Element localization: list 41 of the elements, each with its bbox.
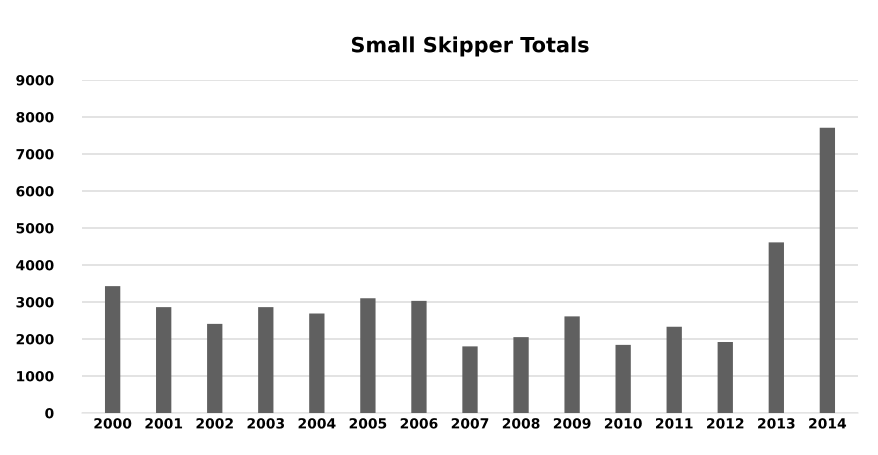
- y-tick-label: 5000: [16, 222, 54, 234]
- x-tick-label: 2005: [350, 418, 386, 429]
- bar: [462, 346, 478, 413]
- bar: [820, 128, 836, 413]
- x-tick-label: 2008: [502, 418, 540, 429]
- y-tick-label: 3000: [16, 296, 54, 308]
- bar: [411, 300, 427, 413]
- y-tick-label: 9000: [16, 74, 54, 86]
- bar: [258, 307, 274, 413]
- x-tick-label: 2004: [298, 418, 336, 429]
- x-tick-label: 2003: [248, 418, 284, 429]
- bar: [513, 337, 529, 413]
- y-tick-label: 0: [45, 408, 54, 418]
- x-tick-label: 2010: [604, 418, 642, 429]
- chart-title: Small Skipper Totals: [352, 36, 589, 57]
- y-tick-label: 6000: [16, 186, 54, 196]
- x-tick-label: 2009: [554, 418, 591, 429]
- x-tick-label: 2014: [809, 418, 846, 429]
- bar: [104, 286, 120, 413]
- x-tick-label: 2006: [400, 418, 438, 429]
- x-tick-label: 2001: [145, 418, 182, 429]
- bar: [718, 342, 733, 413]
- bar: [666, 326, 682, 413]
- bar: [564, 316, 580, 413]
- x-tick-label: 2002: [196, 418, 233, 429]
- y-tick-label: 4000: [16, 260, 54, 270]
- bar: [156, 307, 172, 413]
- bar: [207, 324, 222, 413]
- x-tick-label: 2011: [656, 418, 693, 429]
- x-tick-label: 2013: [758, 418, 795, 429]
- y-tick-label: 8000: [16, 112, 54, 122]
- bar: [360, 298, 376, 413]
- x-tick-label: 2000: [94, 418, 132, 429]
- bar: [616, 344, 631, 413]
- y-tick-label: 7000: [16, 148, 54, 160]
- bar: [768, 242, 784, 413]
- x-tick-label: 2012: [707, 418, 744, 429]
- y-tick-label: 2000: [16, 334, 54, 344]
- x-tick-label: 2007: [452, 418, 488, 429]
- y-tick-label: 1000: [17, 370, 54, 382]
- bar: [309, 313, 324, 413]
